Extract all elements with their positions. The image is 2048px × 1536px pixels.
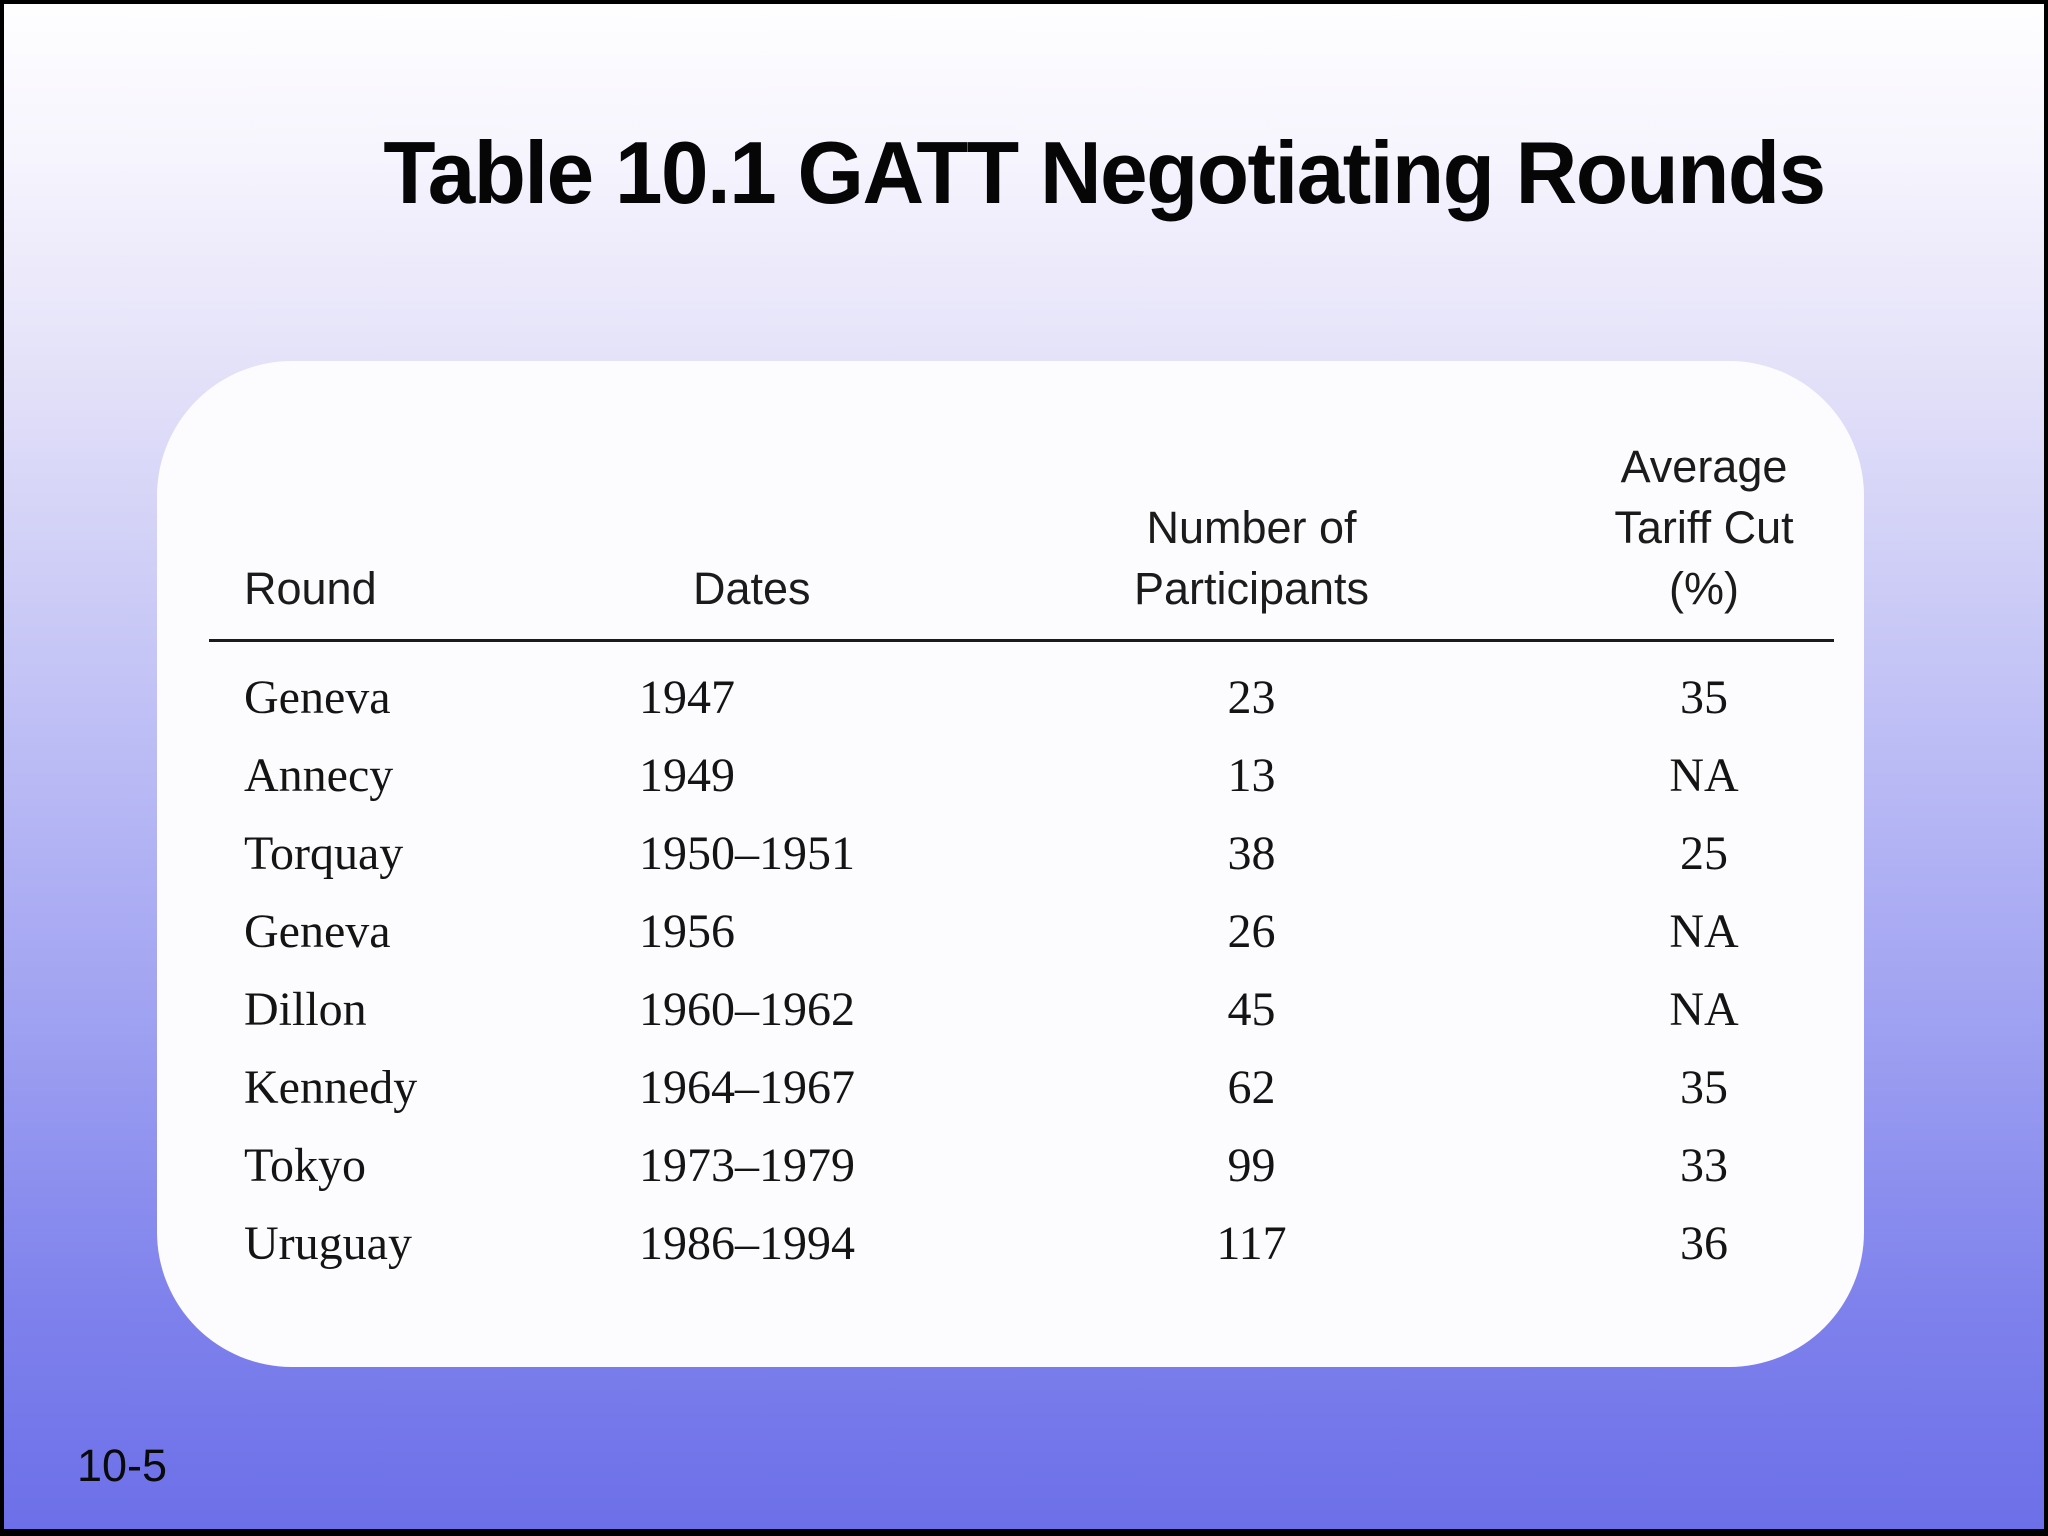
table-row: Torquay 1950–1951 38 25 [209, 814, 1834, 892]
tariff-cut-cell: NA [1669, 982, 1739, 1036]
participants-cell: 26 [1227, 904, 1276, 958]
table-row: Geneva 1956 26 NA [209, 892, 1834, 970]
table-row: Annecy 1949 13 NA [209, 736, 1834, 814]
header-round-label: Round [244, 563, 377, 614]
round-cell: Geneva [244, 904, 391, 958]
dates-cell: 1947 [639, 670, 735, 724]
gatt-rounds-table: Round Dates Number of Participants Avera… [209, 436, 1834, 1282]
header-tariff-cut: Average Tariff Cut (%) [1484, 436, 1834, 642]
tariff-cut-cell: NA [1669, 904, 1739, 958]
tariff-cut-cell: 25 [1680, 826, 1728, 880]
header-participants: Number of Participants [1019, 436, 1484, 642]
tariff-cut-cell: 33 [1680, 1138, 1728, 1192]
header-round: Round [209, 436, 619, 642]
round-cell: Uruguay [244, 1216, 412, 1270]
dates-cell: 1956 [639, 904, 735, 958]
dates-cell: 1950–1951 [639, 826, 855, 880]
dates-cell: 1986–1994 [639, 1216, 855, 1270]
table-row: Kennedy 1964–1967 62 35 [209, 1048, 1834, 1126]
header-tariff-line1: Average [1620, 441, 1788, 492]
header-dates: Dates [619, 436, 1019, 642]
tariff-cut-cell: 35 [1680, 670, 1728, 724]
round-cell: Dillon [244, 982, 367, 1036]
participants-cell: 62 [1227, 1060, 1276, 1114]
table-card: Round Dates Number of Participants Avera… [157, 361, 1864, 1367]
round-cell: Tokyo [244, 1138, 366, 1192]
participants-cell: 13 [1227, 748, 1276, 802]
dates-cell: 1973–1979 [639, 1138, 855, 1192]
dates-cell: 1964–1967 [639, 1060, 855, 1114]
round-cell: Geneva [244, 670, 391, 724]
table-row: Uruguay 1986–1994 117 36 [209, 1204, 1834, 1282]
page-number: 10-5 [77, 1440, 168, 1491]
round-cell: Kennedy [244, 1060, 418, 1114]
slide-title: Table 10.1 GATT Negotiating Rounds [383, 123, 1826, 222]
table-header: Round Dates Number of Participants Avera… [209, 436, 1834, 642]
round-cell: Annecy [244, 748, 394, 802]
round-cell: Torquay [244, 826, 404, 880]
tariff-cut-cell: NA [1669, 748, 1739, 802]
table-row: Dillon 1960–1962 45 NA [209, 970, 1834, 1048]
tariff-cut-cell: 35 [1680, 1060, 1728, 1114]
header-tariff-line3: (%) [1669, 563, 1739, 614]
table-row: Geneva 1947 23 35 [209, 641, 1834, 737]
participants-cell: 117 [1216, 1216, 1287, 1270]
table-row: Tokyo 1973–1979 99 33 [209, 1126, 1834, 1204]
dates-cell: 1949 [639, 748, 735, 802]
header-dates-label: Dates [693, 563, 811, 614]
dates-cell: 1960–1962 [639, 982, 855, 1036]
header-participants-line2: Participants [1133, 563, 1370, 614]
participants-cell: 99 [1227, 1138, 1276, 1192]
header-participants-line1: Number of [1146, 502, 1357, 553]
tariff-cut-cell: 36 [1680, 1216, 1728, 1270]
header-row: Round Dates Number of Participants Avera… [209, 436, 1834, 642]
participants-cell: 45 [1227, 982, 1276, 1036]
participants-cell: 38 [1227, 826, 1276, 880]
participants-cell: 23 [1227, 670, 1276, 724]
table-body: Geneva 1947 23 35 Annecy 1949 13 NA Torq… [209, 641, 1834, 1283]
header-tariff-line2: Tariff Cut [1614, 502, 1794, 553]
